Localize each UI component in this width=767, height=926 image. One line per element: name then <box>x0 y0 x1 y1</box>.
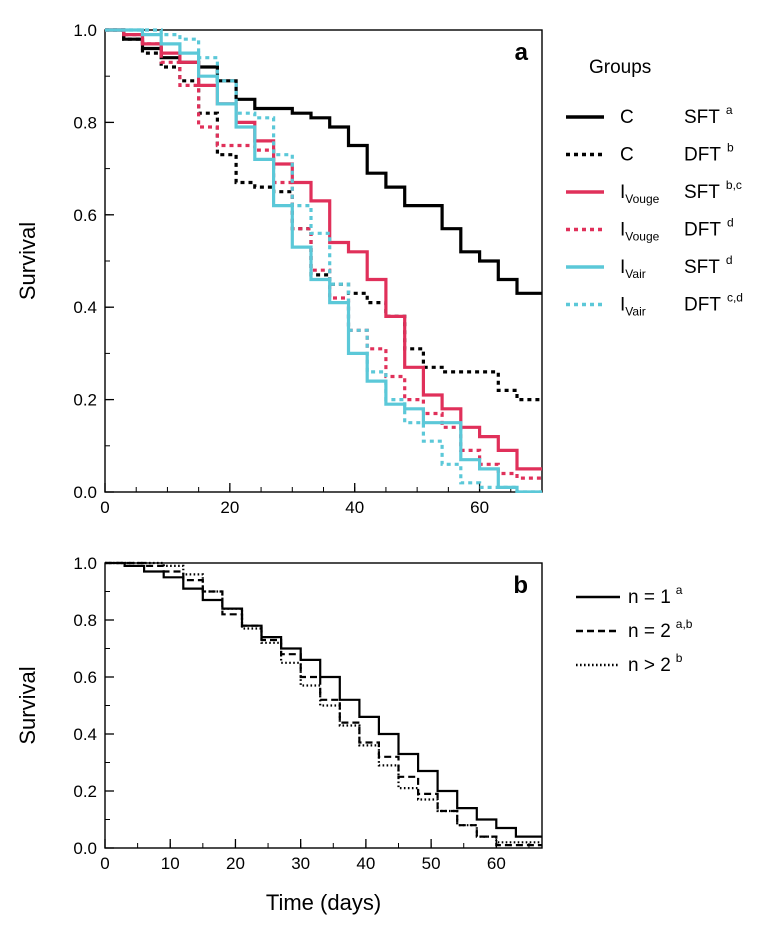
legend-group-label: C <box>620 145 634 166</box>
series-line <box>105 28 542 493</box>
panel-label: a <box>515 39 529 66</box>
legend-treatment-label: DFT c,d <box>684 291 743 316</box>
legend-group-label: C <box>620 107 634 128</box>
series-line <box>105 28 542 295</box>
x-tick-label: 50 <box>422 854 441 873</box>
x-tick-label: 30 <box>291 854 310 873</box>
legend-treatment-label: SFT a <box>684 103 733 128</box>
x-tick-label: 60 <box>487 854 506 873</box>
series-line <box>105 28 542 493</box>
series-line <box>105 561 542 847</box>
panel-a-chart: 0 20 40 60 0.0 0.2 0.4 0.6 0.8 1.0 Survival a Groups… <box>15 21 743 517</box>
y-tick-label: 0.2 <box>73 391 97 410</box>
legend-treatment-label: SFT d <box>684 253 733 278</box>
y-tick-label: 0.0 <box>73 483 97 502</box>
x-tick-label: 10 <box>161 854 180 873</box>
y-tick-label: 0.8 <box>73 113 97 132</box>
legend-group-label: IVair <box>620 257 646 281</box>
legend-group-label: IVouge <box>620 182 660 206</box>
y-tick-label: 0.0 <box>73 839 97 858</box>
y-axis-label: Survival <box>15 222 40 300</box>
x-tick-label: 40 <box>345 498 364 517</box>
y-tick-label: 0.4 <box>73 725 97 744</box>
legend-treatment-label: SFT b,c <box>684 178 742 203</box>
y-axis-label: Survival <box>15 666 40 744</box>
y-tick-label: 0.6 <box>73 206 97 225</box>
x-tick-label: 0 <box>100 854 109 873</box>
y-tick-label: 0.8 <box>73 611 97 630</box>
legend-group-label: IVair <box>620 295 646 319</box>
legend-label: n = 2 a,b <box>628 617 693 642</box>
y-tick-label: 1.0 <box>73 554 97 573</box>
x-tick-label: 60 <box>470 498 489 517</box>
y-tick-label: 1.0 <box>73 21 97 40</box>
series-line <box>105 561 542 844</box>
x-tick-label: 20 <box>226 854 245 873</box>
series-line <box>105 28 542 471</box>
x-tick-label: 40 <box>356 854 375 873</box>
legend-group-label: IVouge <box>620 220 660 244</box>
plot-frame <box>104 29 543 493</box>
y-tick-label: 0.4 <box>73 298 97 317</box>
legend-treatment-label: DFT d <box>684 216 734 241</box>
legend: Groups C SFT a C DFT b IVouge SFT b,c IVouge DFT d IV… <box>566 57 743 319</box>
y-tick-label: 0.2 <box>73 782 97 801</box>
series-line <box>105 28 542 402</box>
panel-b-chart: 0 10 20 30 40 50 60 0.0 0.2 0.4 0.6 0.8 1.0 Survival T… <box>15 554 693 915</box>
legend-title: Groups <box>589 57 651 78</box>
y-tick-label: 0.6 <box>73 668 97 687</box>
series-line <box>105 28 542 480</box>
x-tick-label: 0 <box>100 498 109 517</box>
panel-label: b <box>513 572 528 599</box>
x-axis-label: Time (days) <box>266 890 381 915</box>
legend-treatment-label: DFT b <box>684 141 734 166</box>
x-tick-label: 20 <box>220 498 239 517</box>
